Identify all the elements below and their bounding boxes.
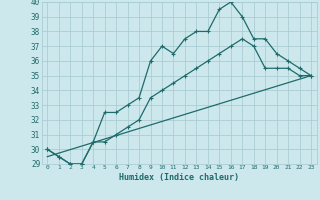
X-axis label: Humidex (Indice chaleur): Humidex (Indice chaleur) — [119, 173, 239, 182]
